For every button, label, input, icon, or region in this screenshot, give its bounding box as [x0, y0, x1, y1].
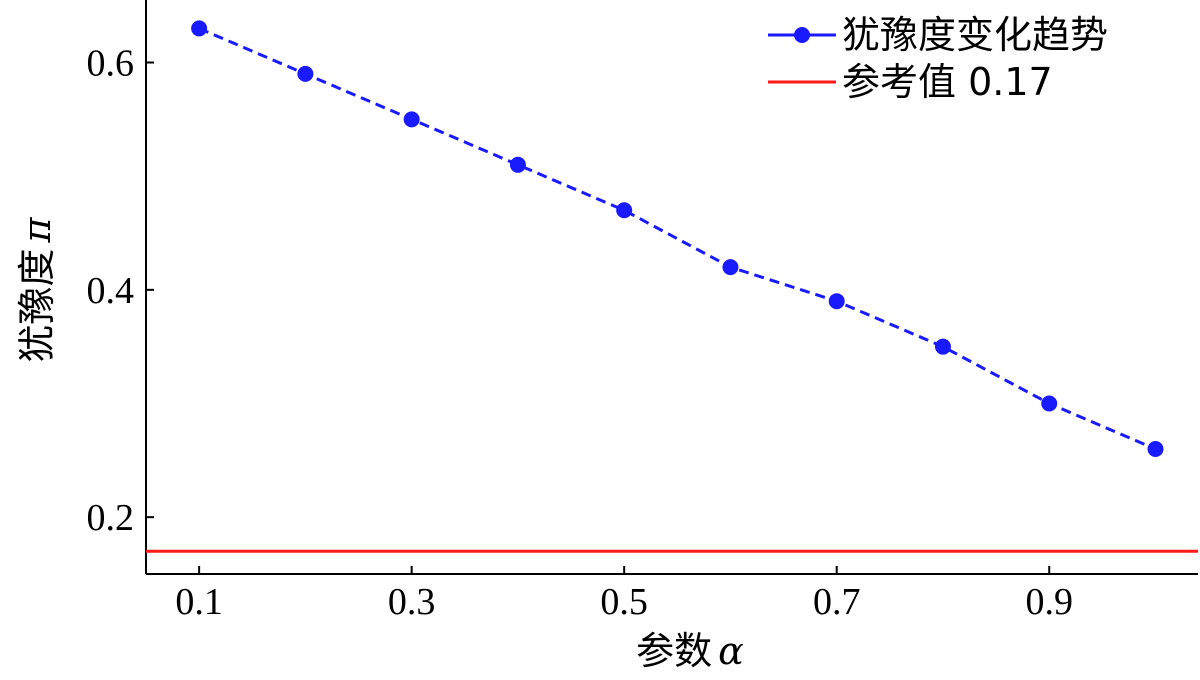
- x-axis-ticks: 0.1 0.3 0.5 0.7 0.9: [175, 566, 1073, 623]
- trend-data-point: [616, 202, 633, 219]
- trend-data-point: [403, 111, 420, 128]
- trend-data-point: [722, 259, 739, 276]
- legend: 犹豫度变化趋势 参考值 0.17: [768, 13, 1108, 104]
- legend-label-trend: 犹豫度变化趋势: [842, 13, 1108, 57]
- trend-data-point: [828, 293, 845, 310]
- trend-series-line: [198, 27, 1157, 451]
- x-tick-label: 0.3: [388, 581, 436, 623]
- legend-marker-trend: [794, 27, 810, 43]
- x-tick-label: 0.1: [175, 581, 223, 623]
- x-tick-label: 0.9: [1025, 581, 1073, 623]
- trend-data-point: [934, 338, 951, 355]
- x-tick-label: 0.5: [600, 581, 648, 623]
- plot-area: [146, 20, 1198, 553]
- y-tick-label: 0.4: [87, 270, 135, 312]
- y-tick-label: 0.2: [87, 497, 135, 539]
- y-axis-label: 犹豫度π: [15, 216, 59, 362]
- trend-data-point: [297, 65, 314, 82]
- y-axis-ticks: 0.2 0.4 0.6: [87, 43, 154, 539]
- trend-data-point: [1147, 440, 1164, 457]
- legend-entry-reference: 参考值 0.17: [768, 60, 1053, 104]
- x-axis-label: 参数 α: [636, 629, 744, 673]
- trend-data-point: [509, 156, 526, 173]
- legend-label-reference: 参考值 0.17: [842, 60, 1053, 104]
- trend-data-point: [191, 20, 208, 37]
- trend-data-point: [1041, 395, 1058, 412]
- y-tick-label: 0.6: [87, 43, 135, 85]
- legend-entry-trend: 犹豫度变化趋势: [768, 13, 1108, 57]
- x-tick-label: 0.7: [813, 581, 861, 623]
